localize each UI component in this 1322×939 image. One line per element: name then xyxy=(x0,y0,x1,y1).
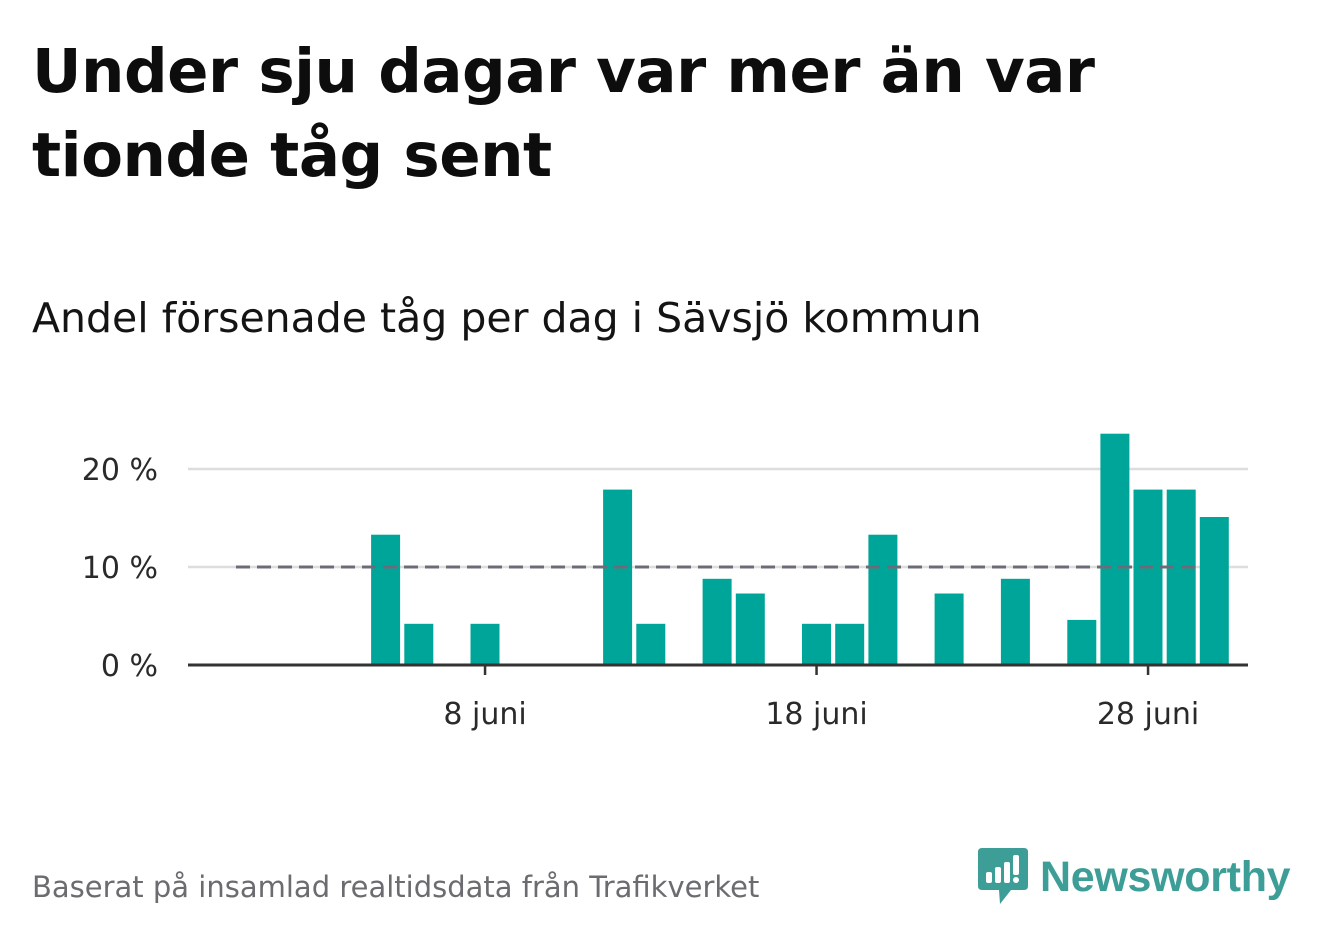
brand-name: Newsworthy xyxy=(1040,852,1291,901)
y-tick-label: 0 % xyxy=(101,649,158,684)
bar xyxy=(802,623,831,665)
bar xyxy=(1133,489,1163,665)
bar xyxy=(603,489,633,665)
bar xyxy=(1000,578,1030,665)
bars xyxy=(371,433,1229,665)
y-tick-label: 20 % xyxy=(82,453,158,488)
bar xyxy=(735,593,765,665)
gridlines xyxy=(188,467,1248,569)
bar xyxy=(470,623,500,665)
bar xyxy=(934,593,964,665)
bar xyxy=(702,578,732,665)
y-axis-labels: 0 % 10 % 20 % xyxy=(82,453,158,684)
bar xyxy=(1100,433,1130,665)
bar-chart: 8 juni 18 juni 28 juni 0 % 10 % 20 % xyxy=(82,433,1248,732)
bar xyxy=(404,623,434,665)
bar xyxy=(835,623,865,665)
bar xyxy=(1166,489,1196,665)
bar xyxy=(1067,619,1097,665)
bar xyxy=(371,534,401,665)
source-note: Baserat på insamlad realtidsdata från Tr… xyxy=(32,870,760,904)
newsworthy-logo-icon xyxy=(978,848,1028,904)
chart-title: Under sju dagar var mer än var tionde tå… xyxy=(32,36,1095,191)
bar xyxy=(868,534,898,665)
x-tick-label: 28 juni xyxy=(1097,697,1199,732)
y-tick-label: 10 % xyxy=(82,551,158,586)
x-tick-label: 18 juni xyxy=(765,697,867,732)
x-tick-label: 8 juni xyxy=(443,697,526,732)
x-axis: 8 juni 18 juni 28 juni xyxy=(188,663,1248,732)
bar xyxy=(1199,517,1229,665)
brand: Newsworthy xyxy=(978,848,1291,906)
bar xyxy=(636,623,666,665)
chart-subtitle: Andel försenade tåg per dag i Sävsjö kom… xyxy=(32,294,982,342)
